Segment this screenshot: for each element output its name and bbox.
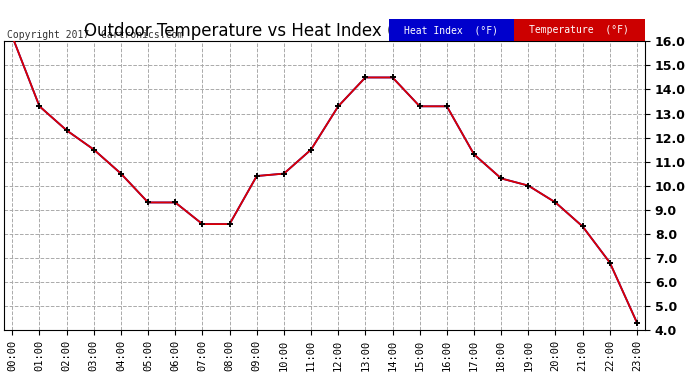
Text: Copyright 2017  Cartronics.com: Copyright 2017 Cartronics.com (8, 30, 184, 40)
Title: Outdoor Temperature vs Heat Index (24 Hours) 20170104: Outdoor Temperature vs Heat Index (24 Ho… (84, 22, 565, 40)
FancyBboxPatch shape (388, 19, 514, 41)
FancyBboxPatch shape (514, 19, 645, 41)
Text: Temperature  (°F): Temperature (°F) (529, 25, 629, 35)
Text: Heat Index  (°F): Heat Index (°F) (404, 25, 498, 35)
